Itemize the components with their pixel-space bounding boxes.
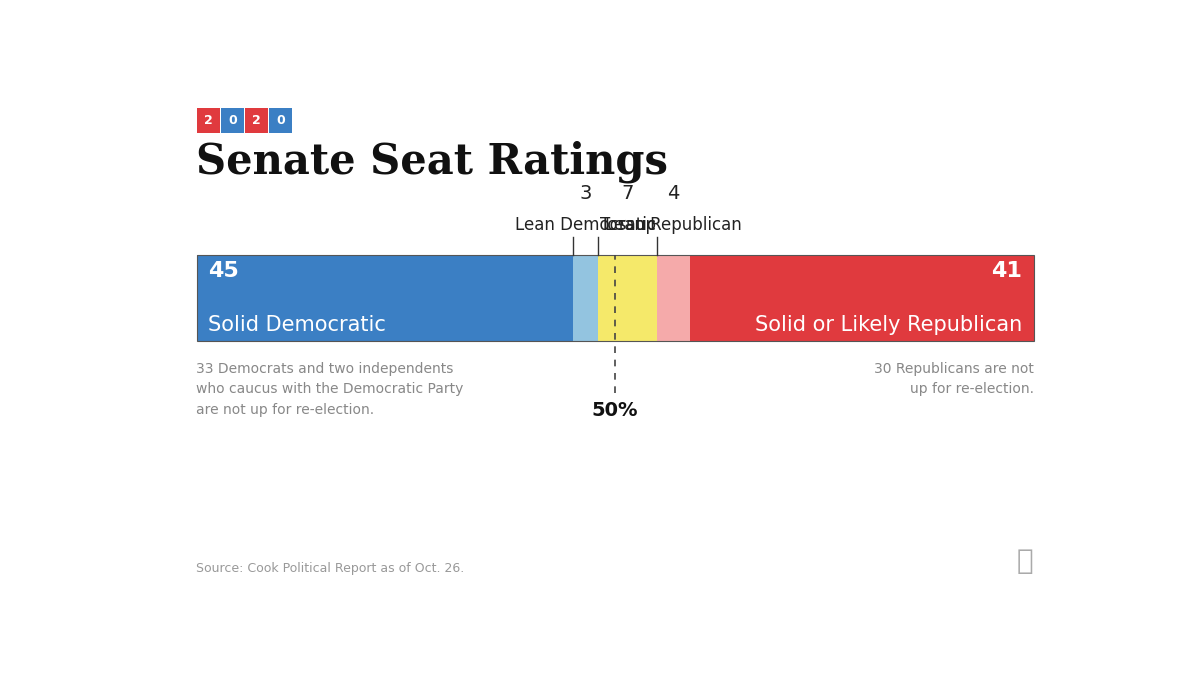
Text: 3: 3 <box>580 184 592 203</box>
Bar <box>221 108 244 133</box>
Bar <box>574 255 599 341</box>
Text: 30 Republicans are not
up for re-election.: 30 Republicans are not up for re-electio… <box>874 362 1033 396</box>
Text: Lean Republican: Lean Republican <box>605 216 742 234</box>
Text: 𐌕: 𐌕 <box>1016 548 1033 575</box>
Text: 2: 2 <box>204 114 212 127</box>
Bar <box>599 255 656 341</box>
Text: Solid or Likely Republican: Solid or Likely Republican <box>755 315 1022 335</box>
Bar <box>690 255 1033 341</box>
Text: Tossup: Tossup <box>600 216 655 234</box>
Text: 45: 45 <box>208 261 239 281</box>
Text: 0: 0 <box>228 114 236 127</box>
Bar <box>197 255 1033 341</box>
Text: 4: 4 <box>667 184 679 203</box>
Bar <box>197 255 574 341</box>
Text: Lean Democratic: Lean Democratic <box>515 216 656 234</box>
Bar <box>269 108 293 133</box>
Text: 7: 7 <box>622 184 634 203</box>
Text: Source: Cook Political Report as of Oct. 26.: Source: Cook Political Report as of Oct.… <box>197 562 464 575</box>
Text: 0: 0 <box>276 114 286 127</box>
Bar <box>197 108 220 133</box>
Text: 2: 2 <box>252 114 260 127</box>
Bar <box>656 255 690 341</box>
Text: Solid Democratic: Solid Democratic <box>208 315 385 335</box>
Bar <box>245 108 268 133</box>
Text: 33 Democrats and two independents
who caucus with the Democratic Party
are not u: 33 Democrats and two independents who ca… <box>197 362 464 417</box>
Text: 50%: 50% <box>592 401 638 420</box>
Text: Senate Seat Ratings: Senate Seat Ratings <box>197 141 668 184</box>
Text: 41: 41 <box>991 261 1022 281</box>
